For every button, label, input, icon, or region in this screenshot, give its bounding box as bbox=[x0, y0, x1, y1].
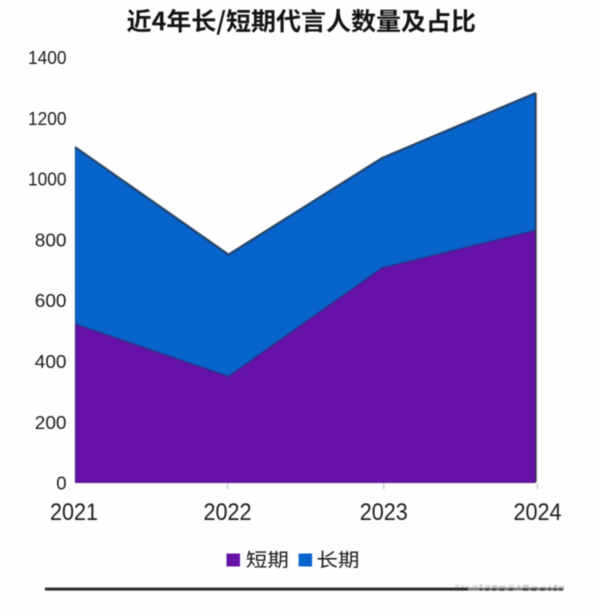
svg-text:1200: 1200 bbox=[28, 108, 67, 129]
svg-text:400: 400 bbox=[35, 351, 67, 372]
svg-text:2022: 2022 bbox=[204, 499, 252, 526]
svg-text:2024: 2024 bbox=[514, 499, 562, 526]
svg-text:200: 200 bbox=[35, 412, 67, 433]
svg-text:600: 600 bbox=[35, 290, 67, 311]
svg-text:2023: 2023 bbox=[360, 499, 408, 526]
svg-text:0: 0 bbox=[56, 473, 66, 494]
svg-text:2021: 2021 bbox=[50, 499, 98, 526]
svg-text:1400: 1400 bbox=[28, 47, 67, 68]
svg-text:1000: 1000 bbox=[28, 169, 67, 190]
svg-text:800: 800 bbox=[35, 229, 67, 250]
